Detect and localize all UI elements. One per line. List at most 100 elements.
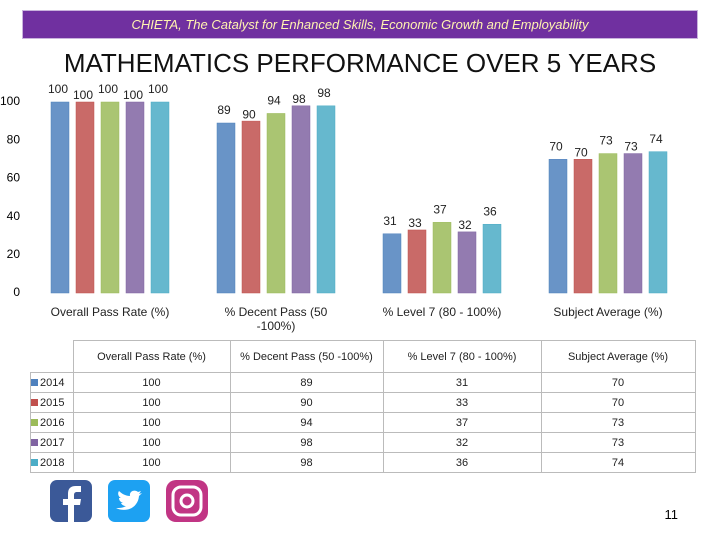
data-label: 100 <box>148 82 168 96</box>
data-label: 94 <box>267 94 281 108</box>
bar <box>407 229 427 294</box>
data-label: 36 <box>483 204 497 218</box>
x-tick-label: % Level 7 (80 - 100%) <box>382 305 502 319</box>
page-number: 11 <box>664 507 679 522</box>
table-cell: 73 <box>540 412 696 433</box>
legend-swatch <box>31 378 38 386</box>
bar <box>623 153 643 294</box>
bar <box>291 105 311 294</box>
y-tick-label: 100 <box>0 94 20 108</box>
data-label: 90 <box>242 107 256 121</box>
chart-title: MATHEMATICS PERFORMANCE OVER 5 YEARS <box>63 48 657 78</box>
table-header-cell: Subject Average (%) <box>540 340 696 373</box>
bar <box>598 153 618 294</box>
legend-swatch <box>31 438 38 446</box>
bar <box>432 222 452 294</box>
bar <box>266 113 286 294</box>
data-label: 73 <box>624 140 638 154</box>
data-label: 89 <box>217 103 231 117</box>
table-header-cell: % Level 7 (80 - 100%) <box>382 340 542 373</box>
table-row: 2014 100 89 31 70 <box>30 372 696 393</box>
legend-cell: 2018 <box>30 452 74 473</box>
legend-label: 2018 <box>40 456 65 469</box>
chart: 0 20 40 60 80 100 100 100 100 100 100 89 90 94 98 98 31 3… <box>0 82 668 299</box>
bar <box>150 101 170 294</box>
data-label: 32 <box>458 218 472 232</box>
table-cell: 36 <box>382 452 542 473</box>
x-tick-label: Subject Average (%) <box>553 305 663 319</box>
y-tick-label: 40 <box>7 209 21 223</box>
bar <box>548 159 568 294</box>
table-cell: 98 <box>229 452 384 473</box>
legend-label: 2014 <box>40 376 65 389</box>
legend-cell: 2014 <box>30 372 74 393</box>
table-row: 2016 100 94 37 73 <box>30 412 696 433</box>
table-cell: 100 <box>72 372 231 393</box>
data-label: 37 <box>433 203 447 217</box>
y-tick-label: 0 <box>13 285 20 299</box>
data-label: 100 <box>123 88 143 102</box>
bar <box>573 159 593 294</box>
table-cell: 73 <box>540 432 696 453</box>
y-tick-label: 20 <box>7 247 21 261</box>
legend-swatch <box>31 458 38 466</box>
x-tick-label: % Decent Pass (50 -100%) <box>224 305 328 333</box>
bar <box>482 223 502 294</box>
table-cell: 100 <box>72 392 231 413</box>
facebook-glyph <box>63 486 81 522</box>
legend-label: 2015 <box>40 396 65 409</box>
table-cell: 100 <box>72 452 231 473</box>
table-header-cell: % Decent Pass (50 -100%) <box>229 340 384 373</box>
table-cell: 70 <box>540 372 696 393</box>
data-label: 100 <box>98 82 118 96</box>
legend-swatch <box>31 398 38 406</box>
table-cell: 98 <box>229 432 384 453</box>
instagram-glyph <box>171 485 203 517</box>
legend-label: 2017 <box>40 436 65 449</box>
table-cell: 89 <box>229 372 384 393</box>
data-label: 98 <box>317 86 331 100</box>
legend-cell: 2015 <box>30 392 74 413</box>
y-tick-label: 80 <box>7 132 21 146</box>
table-row: 2017 100 98 32 73 <box>30 432 696 453</box>
data-label: 98 <box>292 92 306 106</box>
bar <box>216 122 236 294</box>
table-cell: 32 <box>382 432 542 453</box>
table-cell: 33 <box>382 392 542 413</box>
bar <box>648 151 668 294</box>
twitter-glyph <box>116 490 142 510</box>
bar <box>125 101 145 294</box>
table-cell: 70 <box>540 392 696 413</box>
data-label: 70 <box>574 145 588 159</box>
data-table: Overall Pass Rate (%)% Decent Pass (50 -… <box>30 340 696 473</box>
data-label: 100 <box>48 82 68 96</box>
data-label: 31 <box>383 214 397 228</box>
legend-cell: 2017 <box>30 432 74 453</box>
table-row: 2018 100 98 36 74 <box>30 452 696 473</box>
table-cell: 90 <box>229 392 384 413</box>
legend-swatch <box>31 418 38 426</box>
bar <box>50 101 70 294</box>
table-row: 2015 100 90 33 70 <box>30 392 696 413</box>
bar <box>100 101 120 294</box>
table-header-cell: Overall Pass Rate (%) <box>72 340 231 373</box>
legend-cell: 2016 <box>30 412 74 433</box>
data-label: 100 <box>73 88 93 102</box>
data-label: 33 <box>408 216 422 230</box>
x-tick-label: Overall Pass Rate (%) <box>50 305 170 319</box>
bar <box>316 105 336 294</box>
bar <box>457 231 477 294</box>
instagram-icon <box>166 480 208 522</box>
legend-label: 2016 <box>40 416 65 429</box>
table-cell: 74 <box>540 452 696 473</box>
table-cell: 100 <box>72 412 231 433</box>
bar <box>241 120 261 294</box>
table-cell: 37 <box>382 412 542 433</box>
table-cell: 94 <box>229 412 384 433</box>
instagram-lens <box>179 493 195 509</box>
y-tick-label: 60 <box>7 171 21 185</box>
data-label: 73 <box>599 134 613 148</box>
table-cell: 100 <box>72 432 231 453</box>
data-label: 74 <box>649 132 663 146</box>
